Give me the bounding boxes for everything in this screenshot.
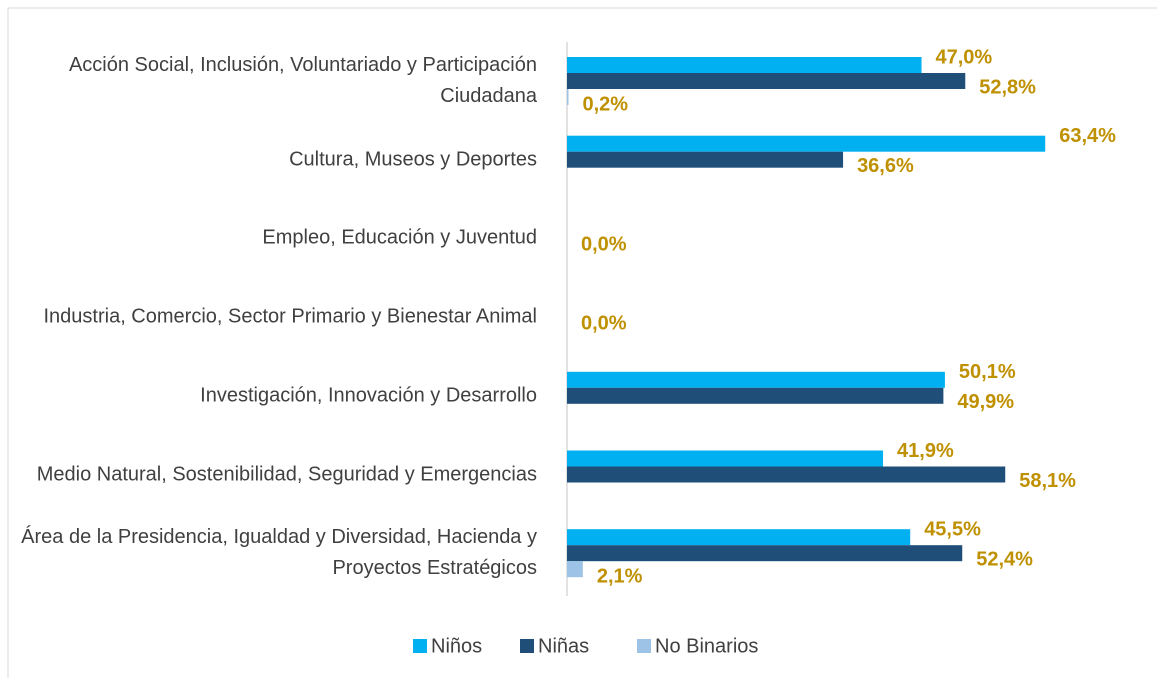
legend-swatch <box>637 639 651 653</box>
category-label: Investigación, Innovación y Desarrollo <box>200 384 537 407</box>
category-label: Empleo, Educación y Juventud <box>262 226 537 249</box>
bar <box>567 135 1046 152</box>
bar <box>567 73 966 89</box>
bar <box>567 387 944 404</box>
chart-frame <box>7 7 1157 678</box>
value-label: 63,4% <box>1059 125 1116 147</box>
bar <box>567 561 583 578</box>
value-label: 50,1% <box>959 361 1016 383</box>
bar <box>567 466 1006 483</box>
category-label: Medio Natural, Sostenibilidad, Seguridad… <box>36 463 537 485</box>
bar <box>567 89 569 105</box>
category-label: Acción Social, Inclusión, Voluntariado y… <box>68 54 537 107</box>
value-label: 49,9% <box>957 391 1014 413</box>
bar <box>567 57 922 73</box>
value-label: 52,8% <box>979 76 1036 98</box>
bar <box>567 545 963 562</box>
category-label: Área de la Presidencia, Igualdad y Diver… <box>21 526 537 580</box>
value-label: 2,1% <box>597 565 643 587</box>
value-label: 36,6% <box>857 155 914 177</box>
value-label: 0,0% <box>581 234 627 256</box>
legend-label: Niños <box>431 635 482 657</box>
legend-swatch <box>520 639 534 653</box>
category-label: Industria, Comercio, Sector Primario y B… <box>43 305 537 328</box>
value-label: 41,9% <box>897 440 954 462</box>
legend-swatch <box>413 639 427 653</box>
bar <box>567 529 911 546</box>
legend-label: No Binarios <box>655 635 758 657</box>
value-label: 58,1% <box>1019 470 1076 492</box>
bar <box>567 151 844 168</box>
legend-label: Niñas <box>538 635 589 657</box>
value-label: 0,0% <box>581 312 627 334</box>
bar <box>567 450 884 467</box>
category-label: Cultura, Museos y Deportes <box>289 148 537 171</box>
value-label: 47,0% <box>936 46 993 68</box>
value-label: 45,5% <box>924 518 981 540</box>
bar <box>567 371 945 388</box>
value-label: 52,4% <box>976 548 1033 570</box>
value-label: 0,2% <box>583 93 629 115</box>
